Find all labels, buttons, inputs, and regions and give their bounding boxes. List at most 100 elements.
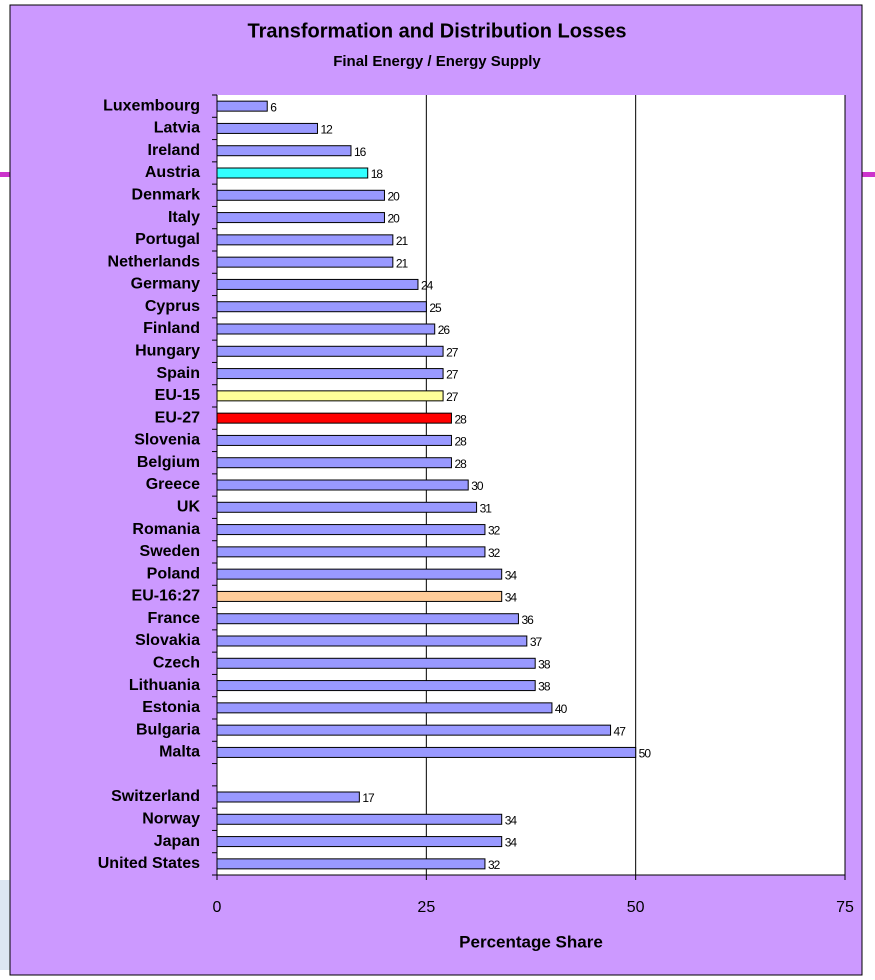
y-tick-label: Belgium [137,454,200,471]
y-tick-label: Greece [146,476,200,493]
bar [216,434,452,446]
data-label: 21 [396,256,409,270]
y-tick-label: Slovakia [135,632,200,649]
bar [216,122,318,134]
x-tick-label: 50 [627,899,645,916]
bar [216,457,452,469]
data-label: 34 [505,836,518,850]
bar [216,189,385,201]
bar [216,635,528,647]
y-tick-label: Ireland [148,142,200,159]
data-label: 28 [454,435,467,449]
y-tick-label: UK [177,499,201,516]
y-tick-label: Lithuania [129,677,200,694]
data-label: 27 [446,368,459,382]
chart-subtitle: Final Energy / Energy Supply [333,53,541,70]
bar [216,256,394,268]
x-axis-title: Percentage Share [459,932,603,951]
data-label: 27 [446,345,459,359]
data-label: 17 [362,791,375,805]
decor-block [0,880,12,970]
y-tick-label: Estonia [142,699,200,716]
decor-line [862,172,875,177]
data-label: 34 [505,591,518,605]
bar [216,368,444,380]
bar [216,568,503,580]
data-label: 21 [396,234,409,248]
bar [216,791,360,803]
y-tick-label: Germany [131,276,200,293]
y-tick-label: EU-15 [155,387,200,404]
y-tick-label: Latvia [154,120,200,137]
y-tick-label: Bulgaria [136,721,200,738]
bar [216,234,394,246]
data-label: 32 [488,524,501,538]
bar [216,858,486,870]
data-label: 38 [538,657,551,671]
bar [216,145,352,157]
y-tick-label: Poland [147,565,200,582]
data-label: 28 [454,412,467,426]
y-tick-label: Italy [168,209,200,226]
data-label: 40 [555,702,568,716]
bar [216,613,519,625]
bar [216,680,536,692]
data-label: 34 [505,813,518,827]
decor-line [0,172,12,177]
data-label: 18 [371,167,384,181]
data-label: 16 [354,145,367,159]
bar [216,323,436,335]
y-tick-label: Luxembourg [103,97,200,114]
data-label: 28 [454,457,467,471]
data-label: 32 [488,546,501,560]
y-tick-label: Portugal [135,231,200,248]
data-label: 27 [446,390,459,404]
y-tick-label: Cyprus [145,298,200,315]
y-tick-label: Denmark [132,187,201,204]
bar [216,412,452,424]
data-label: 25 [429,301,442,315]
x-tick-label: 25 [417,899,435,916]
y-tick-label: Norway [142,811,200,828]
y-tick-label: United States [98,855,200,872]
bar [216,546,486,558]
data-label: 30 [471,479,484,493]
bar [216,390,444,402]
y-tick-label: EU-27 [155,409,200,426]
data-label: 37 [530,635,543,649]
bar [216,524,486,536]
data-label: 34 [505,568,518,582]
bar [216,479,469,491]
chart-title: Transformation and Distribution Losses [248,20,627,42]
data-label: 24 [421,279,434,293]
bar [216,836,503,848]
data-label: 20 [387,189,400,203]
x-tick-label: 75 [836,899,854,916]
bar [216,501,478,513]
bar [216,702,553,714]
bar [216,100,268,112]
y-tick-label: Hungary [135,343,200,360]
y-tick-label: Finland [143,320,200,337]
data-label: 12 [320,123,333,137]
data-label: 31 [480,501,493,515]
bar [216,278,419,290]
y-tick-label: Netherlands [108,253,201,270]
y-tick-label: Sweden [140,543,200,560]
y-tick-label: Austria [145,164,200,181]
y-tick-label: Switzerland [111,788,200,805]
bar [216,813,503,825]
data-label: 20 [387,212,400,226]
data-label: 38 [538,680,551,694]
data-label: 50 [639,747,652,761]
data-label: 47 [614,724,627,738]
bar [216,345,444,357]
data-label: 36 [521,613,534,627]
y-tick-label: Japan [154,833,200,850]
y-tick-label: Slovenia [134,432,200,449]
bar [216,590,503,602]
bar [216,167,369,179]
x-tick-label: 0 [213,899,222,916]
bar [216,724,612,736]
